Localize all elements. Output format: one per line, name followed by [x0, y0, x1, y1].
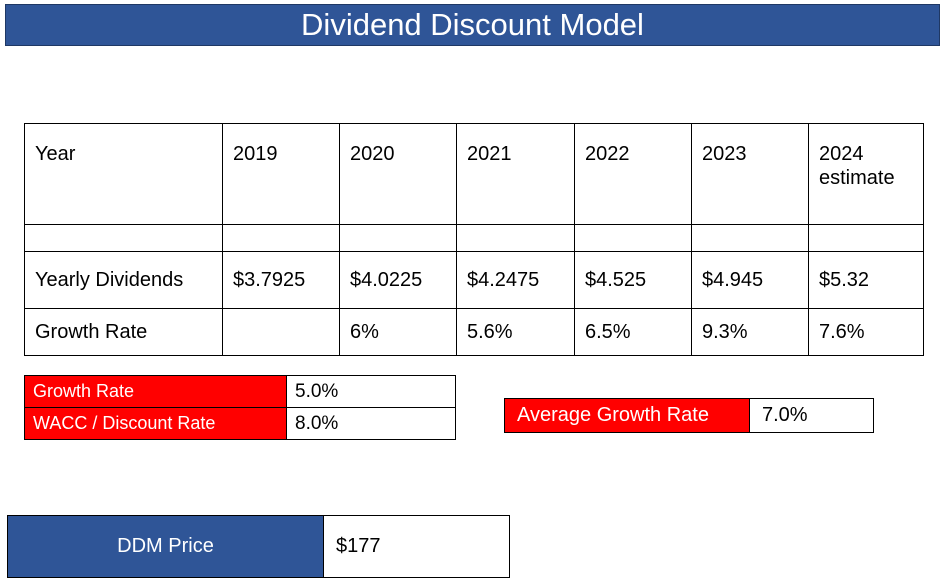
table-cell: 5.6% — [456, 308, 575, 356]
table-cell — [339, 224, 457, 252]
table-cell: 6% — [339, 308, 457, 356]
table-cell: $3.7925 — [222, 251, 340, 309]
dividends-row: Yearly Dividends $3.7925 $4.0225 $4.2475… — [24, 251, 924, 309]
header-cell: 2020 — [339, 123, 457, 225]
wacc-value[interactable]: 8.0% — [286, 407, 456, 440]
table-cell — [24, 224, 223, 252]
table-cell: $4.945 — [691, 251, 809, 309]
inputs-table: Growth Rate 5.0% WACC / Discount Rate 8.… — [24, 375, 456, 440]
table-header-row: Year 2019 2020 2021 2022 2023 2024 estim… — [24, 123, 924, 225]
ddm-price-value[interactable]: $177 — [323, 515, 510, 578]
table-cell: $4.0225 — [339, 251, 457, 309]
dividend-table: Year 2019 2020 2021 2022 2023 2024 estim… — [24, 123, 924, 356]
table-cell: $5.32 — [808, 251, 924, 309]
growth-rate-row: Growth Rate 5.0% — [24, 375, 456, 408]
table-cell: $4.2475 — [456, 251, 575, 309]
table-cell — [691, 224, 809, 252]
ddm-price-label: DDM Price — [7, 515, 324, 578]
header-cell: 2021 — [456, 123, 575, 225]
table-row — [24, 224, 924, 252]
growth-rate-value[interactable]: 5.0% — [286, 375, 456, 408]
row-label: Growth Rate — [24, 308, 223, 356]
row-label: Yearly Dividends — [24, 251, 223, 309]
table-cell: 9.3% — [691, 308, 809, 356]
header-cell: Year — [24, 123, 223, 225]
header-cell: 2023 — [691, 123, 809, 225]
table-cell — [574, 224, 692, 252]
table-cell — [808, 224, 924, 252]
wacc-row: WACC / Discount Rate 8.0% — [24, 407, 456, 440]
average-growth-label: Average Growth Rate — [504, 398, 750, 433]
table-cell — [222, 224, 340, 252]
growth-rate-label: Growth Rate — [24, 375, 287, 408]
table-cell — [456, 224, 575, 252]
ddm-price-table: DDM Price $177 — [7, 515, 510, 578]
header-cell: 2019 — [222, 123, 340, 225]
table-cell: $4.525 — [574, 251, 692, 309]
header-cell: 2022 — [574, 123, 692, 225]
average-growth-value[interactable]: 7.0% — [749, 398, 874, 433]
header-cell: 2024 estimate — [808, 123, 924, 225]
average-growth-row: Average Growth Rate 7.0% — [504, 398, 874, 433]
ddm-price-row: DDM Price $177 — [7, 515, 510, 578]
page-title: Dividend Discount Model — [5, 4, 940, 46]
growth-row: Growth Rate 6% 5.6% 6.5% 9.3% 7.6% — [24, 308, 924, 356]
table-cell: 7.6% — [808, 308, 924, 356]
table-cell: 6.5% — [574, 308, 692, 356]
average-growth-table: Average Growth Rate 7.0% — [504, 398, 874, 433]
wacc-label: WACC / Discount Rate — [24, 407, 287, 440]
table-cell — [222, 308, 340, 356]
